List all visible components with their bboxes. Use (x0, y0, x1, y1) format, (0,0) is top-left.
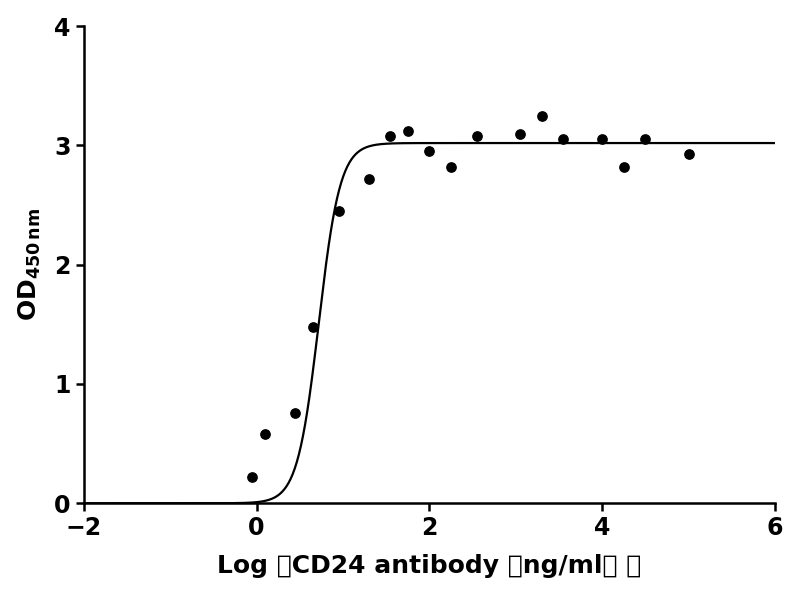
Point (596, 134, 609, 144)
Point (470, 131, 483, 140)
Point (362, 174, 375, 184)
Point (402, 126, 414, 136)
Point (514, 129, 526, 138)
Point (535, 111, 548, 120)
Y-axis label: OD$_\mathregular{450\,nm}$: OD$_\mathregular{450\,nm}$ (17, 208, 43, 321)
Point (618, 162, 630, 172)
Point (306, 322, 319, 331)
Point (557, 134, 570, 144)
Point (289, 408, 302, 417)
Point (246, 472, 258, 482)
X-axis label: Log （CD24 antibody （ng/ml） ）: Log （CD24 antibody （ng/ml） ） (218, 555, 642, 578)
Point (423, 146, 436, 156)
Point (258, 430, 271, 439)
Point (445, 162, 458, 172)
Point (332, 206, 345, 216)
Point (682, 149, 695, 158)
Point (384, 131, 397, 140)
Point (639, 134, 652, 144)
